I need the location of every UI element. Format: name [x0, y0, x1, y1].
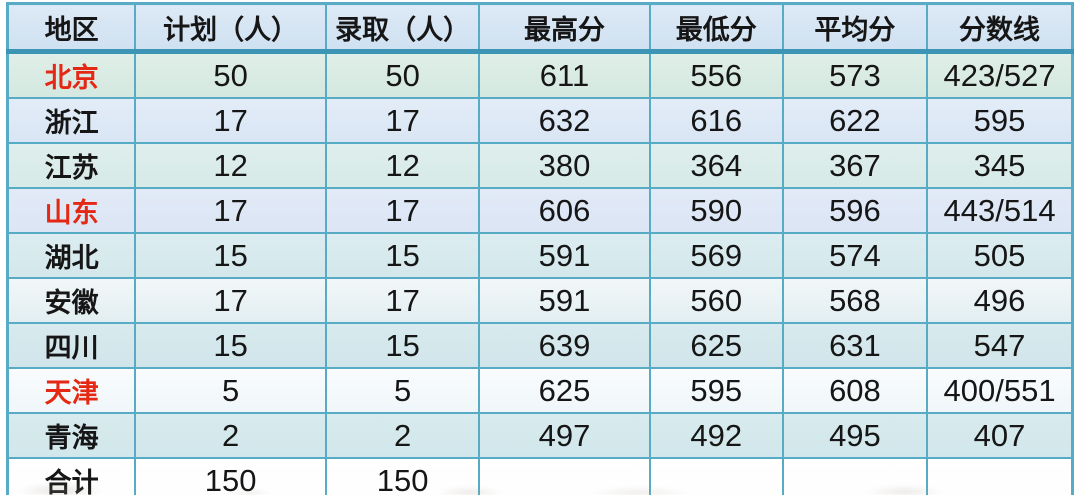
value-cell: 595 [926, 97, 1074, 144]
region-cell: 北京 [6, 50, 137, 99]
value-cell: 380 [478, 142, 651, 189]
table-row: 湖北 15 15 591 569 574 505 [6, 232, 1074, 279]
value-cell: 590 [648, 187, 784, 234]
value-cell: 17 [134, 97, 327, 144]
value-cell: 5 [134, 367, 327, 414]
value-cell: 17 [324, 277, 481, 324]
value-cell: 556 [648, 50, 784, 99]
region-cell: 湖北 [6, 232, 137, 279]
value-cell: 495 [781, 412, 929, 459]
value-cell [781, 457, 929, 495]
region-cell: 山东 [6, 187, 137, 234]
value-cell: 15 [324, 232, 481, 279]
value-cell: 50 [324, 50, 481, 99]
value-cell: 591 [478, 277, 651, 324]
value-cell: 547 [926, 322, 1074, 369]
value-cell: 608 [781, 367, 929, 414]
header-cell-planned: 计划（人） [134, 2, 327, 54]
region-cell: 青海 [6, 412, 137, 459]
value-cell: 17 [134, 277, 327, 324]
header-cell-region: 地区 [6, 2, 137, 54]
value-cell: 423/527 [926, 50, 1074, 99]
value-cell: 367 [781, 142, 929, 189]
value-cell [926, 457, 1074, 495]
value-cell: 12 [134, 142, 327, 189]
value-cell: 560 [648, 277, 784, 324]
value-cell [648, 457, 784, 495]
value-cell: 569 [648, 232, 784, 279]
table-row: 江苏 12 12 380 364 367 345 [6, 142, 1074, 189]
value-cell: 345 [926, 142, 1074, 189]
value-cell: 17 [324, 97, 481, 144]
table-header: 地区 计划（人） 录取（人） 最高分 最低分 平均分 分数线 [6, 2, 1074, 54]
value-cell: 2 [324, 412, 481, 459]
header-cell-max: 最高分 [478, 2, 651, 54]
value-cell: 15 [134, 322, 327, 369]
region-cell: 天津 [6, 367, 137, 414]
value-cell: 625 [648, 322, 784, 369]
table-row: 浙江 17 17 632 616 622 595 [6, 97, 1074, 144]
value-cell: 573 [781, 50, 929, 99]
value-cell: 632 [478, 97, 651, 144]
value-cell: 15 [134, 232, 327, 279]
region-cell: 安徽 [6, 277, 137, 324]
value-cell: 631 [781, 322, 929, 369]
header-row: 地区 计划（人） 录取（人） 最高分 最低分 平均分 分数线 [6, 2, 1074, 54]
value-cell: 492 [648, 412, 784, 459]
table-row: 天津 5 5 625 595 608 400/551 [6, 367, 1074, 414]
value-cell: 407 [926, 412, 1074, 459]
value-cell: 150 [134, 457, 327, 495]
value-cell: 400/551 [926, 367, 1074, 414]
region-cell: 浙江 [6, 97, 137, 144]
admissions-score-table: 地区 计划（人） 录取（人） 最高分 最低分 平均分 分数线 北京 50 50 611… [6, 2, 1074, 495]
region-cell: 江苏 [6, 142, 137, 189]
table-row: 山东 17 17 606 590 596 443/514 [6, 187, 1074, 234]
value-cell: 497 [478, 412, 651, 459]
value-cell: 5 [324, 367, 481, 414]
value-cell: 606 [478, 187, 651, 234]
table-row: 青海 2 2 497 492 495 407 [6, 412, 1074, 459]
value-cell: 568 [781, 277, 929, 324]
value-cell: 12 [324, 142, 481, 189]
value-cell: 591 [478, 232, 651, 279]
value-cell: 150 [324, 457, 481, 495]
value-cell: 625 [478, 367, 651, 414]
value-cell: 505 [926, 232, 1074, 279]
table-row: 四川 15 15 639 625 631 547 [6, 322, 1074, 369]
table-row: 北京 50 50 611 556 573 423/527 [6, 50, 1074, 99]
value-cell: 622 [781, 97, 929, 144]
header-cell-avg: 平均分 [781, 2, 929, 54]
value-cell: 364 [648, 142, 784, 189]
value-cell: 50 [134, 50, 327, 99]
value-cell: 574 [781, 232, 929, 279]
value-cell: 611 [478, 50, 651, 99]
value-cell: 17 [134, 187, 327, 234]
region-cell: 合计 [6, 457, 137, 495]
table-body: 北京 50 50 611 556 573 423/527 浙江 17 17 632 616 622 595… [6, 50, 1074, 495]
header-cell-min: 最低分 [648, 2, 784, 54]
value-cell: 15 [324, 322, 481, 369]
value-cell: 616 [648, 97, 784, 144]
value-cell: 595 [648, 367, 784, 414]
header-cell-admitted: 录取（人） [324, 2, 481, 54]
table-row: 安徽 17 17 591 560 568 496 [6, 277, 1074, 324]
header-cell-cutoff: 分数线 [926, 2, 1074, 54]
value-cell: 596 [781, 187, 929, 234]
value-cell: 496 [926, 277, 1074, 324]
value-cell: 443/514 [926, 187, 1074, 234]
value-cell: 2 [134, 412, 327, 459]
value-cell: 639 [478, 322, 651, 369]
admissions-table-wrap: 地区 计划（人） 录取（人） 最高分 最低分 平均分 分数线 北京 50 50 611… [6, 2, 1074, 495]
total-row: 合计 150 150 [6, 457, 1074, 495]
region-cell: 四川 [6, 322, 137, 369]
value-cell [478, 457, 651, 495]
value-cell: 17 [324, 187, 481, 234]
